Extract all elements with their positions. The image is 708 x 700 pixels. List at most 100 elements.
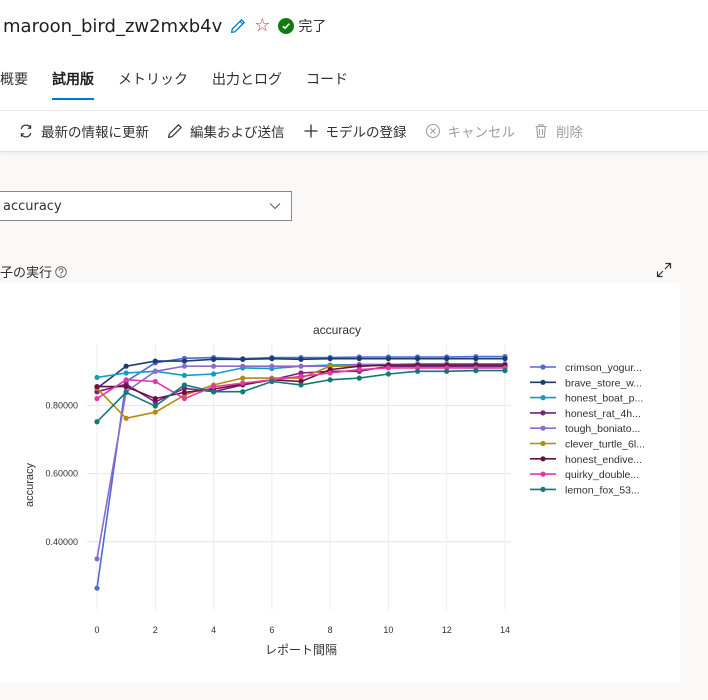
legend-item[interactable]: clever_turtle_6l...	[530, 439, 645, 451]
tab-trials[interactable]: 試用版	[40, 70, 106, 104]
legend-label: brave_store_w...	[565, 377, 642, 389]
legend-item[interactable]: honest_endive...	[530, 454, 642, 466]
legend-item[interactable]: honest_boat_p...	[530, 393, 643, 405]
refresh-label: 最新の情報に更新	[41, 125, 149, 141]
data-point	[356, 366, 362, 373]
data-point	[240, 363, 246, 369]
tab-bar: 概要 試用版 メトリック 出力とログ コード	[0, 70, 360, 104]
data-point	[210, 363, 217, 369]
data-point	[240, 389, 246, 395]
run-title: maroon_bird_zw2mxb4v	[3, 15, 223, 37]
x-tick-label: 2	[153, 625, 158, 635]
tab-outputs-logs[interactable]: 出力とログ	[212, 72, 282, 88]
data-point	[356, 375, 362, 381]
favorite-star-icon[interactable]: ☆	[254, 15, 271, 36]
completed-check-icon	[278, 18, 295, 34]
edit-name-icon[interactable]	[230, 18, 246, 34]
data-point	[210, 389, 217, 395]
data-point	[181, 395, 188, 402]
legend-item[interactable]: quirky_double...	[530, 469, 639, 481]
cancel-button[interactable]: キャンセル	[425, 121, 516, 141]
edit-submit-label: 編集および送信	[190, 125, 285, 141]
legend-swatch-dot	[540, 440, 546, 447]
data-point	[152, 409, 158, 415]
data-point	[94, 585, 100, 591]
x-tick-label: 0	[94, 625, 99, 635]
y-tick-label: 0.40000	[45, 537, 78, 547]
tab-metrics[interactable]: メトリック	[118, 72, 188, 88]
data-point	[298, 373, 304, 379]
status-label: 完了	[298, 19, 327, 35]
data-point	[94, 395, 100, 402]
child-runs-title: 子の実行	[0, 266, 53, 281]
data-point	[123, 370, 129, 376]
chart-legend: crimson_yogur... brave_store_w... honest_b…	[530, 362, 645, 496]
data-point	[414, 356, 421, 362]
metric-dropdown[interactable]: accuracy	[0, 191, 292, 221]
plus-icon	[304, 124, 317, 138]
data-point	[181, 358, 188, 364]
x-tick-label: 8	[328, 625, 333, 635]
data-point	[327, 370, 333, 376]
tab-code[interactable]: コード	[306, 72, 348, 88]
y-tick-label: 0.60000	[45, 469, 78, 479]
data-point	[327, 356, 333, 362]
data-point	[152, 358, 158, 364]
page-header: maroon_bird_zw2mxb4v ☆ 完了 概要 試用版 メトリック 出…	[0, 0, 708, 110]
legend-label: crimson_yogur...	[565, 362, 642, 374]
delete-button[interactable]: 削除	[533, 121, 583, 141]
help-icon[interactable]	[55, 265, 67, 278]
y-axis-label: accuracy	[24, 462, 36, 507]
x-tick-label: 6	[269, 625, 274, 635]
data-point	[181, 363, 188, 369]
metric-dropdown-value: accuracy	[3, 198, 62, 214]
data-point	[181, 372, 188, 378]
data-point	[210, 384, 217, 390]
legend-label: quirky_double...	[565, 469, 639, 481]
x-axis-ticks: 0 2 4 6 8 10 12 14	[94, 625, 510, 635]
series-line	[96, 363, 505, 559]
cancel-icon	[425, 123, 440, 139]
legend-label: honest_endive...	[565, 454, 642, 466]
pencil-icon	[168, 124, 182, 138]
data-point	[152, 403, 158, 409]
data-point	[181, 382, 188, 388]
data-point	[502, 368, 508, 374]
data-point	[123, 377, 129, 383]
tab-overview[interactable]: 概要	[0, 72, 28, 88]
data-point	[152, 395, 158, 402]
x-tick-label: 10	[383, 625, 393, 635]
legend-swatch-dot	[540, 364, 546, 370]
legend-item[interactable]: honest_rat_4h...	[530, 408, 641, 420]
legend-item[interactable]: crimson_yogur...	[530, 362, 642, 374]
x-tick-label: 14	[500, 625, 510, 635]
series-quirky_double	[94, 365, 508, 402]
legend-label: clever_turtle_6l...	[565, 439, 645, 451]
legend-swatch-dot	[540, 486, 546, 492]
data-point	[473, 368, 479, 374]
y-tick-label: 0.80000	[45, 400, 78, 410]
legend-item[interactable]: lemon_fox_53...	[530, 484, 640, 496]
data-point	[269, 356, 275, 362]
register-model-button[interactable]: モデルの登録	[303, 121, 407, 141]
cancel-label: キャンセル	[447, 125, 516, 141]
legend-item[interactable]: tough_boniato...	[530, 423, 640, 435]
data-point	[414, 368, 421, 374]
y-axis-ticks: 0.40000 0.60000 0.80000	[45, 400, 78, 546]
legend-item[interactable]: brave_store_w...	[530, 377, 642, 389]
accuracy-chart: accuracy 0.40000 0.60000 0.80000 0 2 4 6 8 10 12…	[24, 323, 645, 657]
series-lines	[94, 354, 508, 591]
data-point	[444, 368, 450, 374]
data-point	[502, 356, 508, 362]
chart-card: accuracy 0.40000 0.60000 0.80000 0 2 4 6 8 10 12…	[0, 282, 680, 682]
data-point	[327, 377, 333, 383]
data-point	[152, 378, 158, 385]
edit-submit-button[interactable]: 編集および送信	[167, 121, 285, 141]
refresh-button[interactable]: 最新の情報に更新	[18, 121, 149, 141]
data-point	[298, 382, 304, 388]
data-point	[152, 368, 158, 374]
legend-swatch-dot	[540, 379, 546, 385]
expand-icon[interactable]	[656, 262, 672, 278]
legend-label: honest_boat_p...	[565, 393, 643, 405]
data-point	[94, 419, 100, 425]
